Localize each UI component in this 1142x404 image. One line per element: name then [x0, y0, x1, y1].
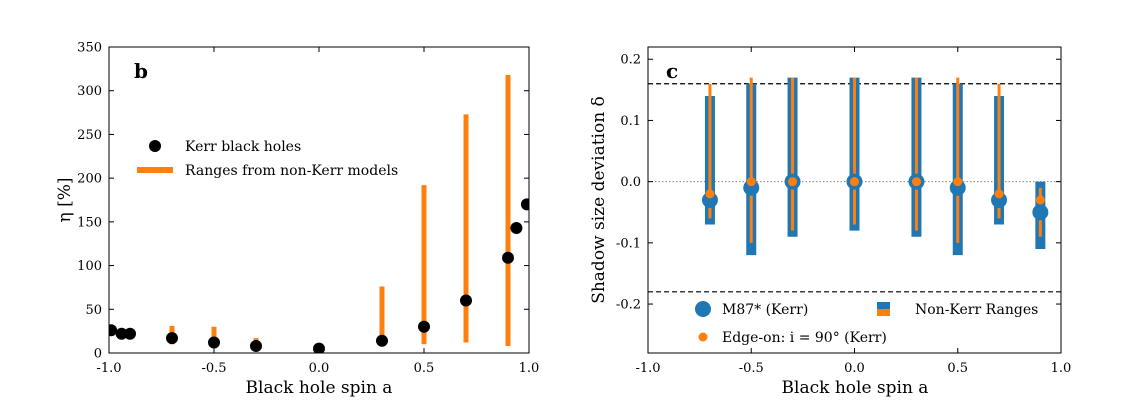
kerr-point [418, 320, 430, 333]
edgeon-point [788, 177, 798, 187]
kerr-point [520, 198, 529, 211]
edgeon-point [705, 189, 715, 199]
kerr-point [510, 221, 523, 234]
kerr-point [109, 324, 118, 337]
panel-b-ytick-label: 0 [94, 347, 102, 362]
panel-b: -1.0 -0.5 0.0 0.5 1.0 050100150200250300350 … [55, 41, 539, 399]
legend-nonkerr-label: Non-Kerr Ranges [915, 302, 1038, 318]
edgeon-point [953, 177, 963, 187]
panel-c-xtick-label: 0.5 [947, 361, 968, 376]
panel-c-xtick-label: 0.0 [844, 361, 865, 376]
panel-c-ytick-label: 0.1 [620, 114, 641, 129]
panel-b-y-ticks: 0 50 100 150 200 250 300 350 [77, 41, 529, 362]
panel-b-x-axis-label: Black hole spin a [246, 378, 393, 398]
panel-b-ytick-label: 300 [77, 84, 102, 99]
kerr-point [502, 251, 514, 264]
panel-c-x-axis-label: Black hole spin a [782, 378, 929, 398]
panel-b-y-axis-label: η [%] [55, 177, 75, 222]
m87-point [701, 192, 718, 208]
legend-m87-marker [695, 301, 711, 317]
panel-c-xtick-label: 1.0 [1051, 361, 1072, 376]
edgeon-point [850, 177, 859, 187]
panel-b-ytick-label: 150 [77, 215, 102, 230]
m87-point [743, 179, 760, 196]
panel-b-x-ticks: -1.0 -0.5 0.0 0.5 1.0 [96, 47, 539, 376]
legend-range-label: Ranges from non-Kerr models [185, 163, 398, 179]
panel-b-label: b [134, 59, 148, 83]
legend-kerr-marker [149, 140, 161, 152]
m87-point [1032, 204, 1049, 221]
panel-c-ytick-label: 0.2 [620, 53, 641, 68]
m87-point [949, 179, 966, 196]
kerr-point [313, 342, 325, 353]
panel-b-ytick-label: 250 [77, 128, 102, 143]
edgeon-point [911, 177, 921, 187]
panel-c-ytick-label: -0.2 [616, 298, 641, 313]
panel-b-marks [109, 74, 529, 353]
legend-nonkerr-blue-patch [877, 302, 890, 309]
kerr-point [460, 294, 472, 307]
panel-b-ytick-label: 350 [77, 41, 102, 56]
panel-c-x-ticks: -1.0 -0.5 0.0 0.5 1.0 [635, 47, 1071, 376]
panel-c: -1.0 -0.5 0.0 0.5 1.0 -0.2 -0.1 0.0 0.1 0.2 c Bl… [589, 46, 1071, 398]
legend-m87-label: M87* (Kerr) [722, 302, 808, 318]
m87-point [991, 192, 1008, 208]
panel-b-plot-area [109, 74, 529, 353]
panel-c-ytick-label: 0.0 [620, 175, 641, 190]
panel-b-ytick-label: 100 [77, 259, 102, 274]
edgeon-point [746, 177, 756, 187]
panel-c-legend: M87* (Kerr) Edge-on: i = 90° (Kerr) Non-… [695, 301, 1038, 346]
panel-b-ytick-label: 50 [85, 303, 102, 318]
legend-kerr-label: Kerr black holes [185, 139, 301, 155]
panel-b-xtick-label: -0.5 [201, 361, 226, 376]
panel-c-y-ticks: -0.2 -0.1 0.0 0.1 0.2 [616, 53, 1061, 313]
edgeon-point [1035, 195, 1045, 205]
panel-b-xtick-label: -1.0 [96, 361, 121, 376]
panel-c-xtick-label: -1.0 [635, 361, 660, 376]
panel-c-plot-area [648, 77, 1061, 293]
panel-c-ytick-label: -0.1 [616, 236, 641, 251]
panel-c-y-axis-label: Shadow size deviation δ [589, 96, 609, 304]
edgeon-point [994, 189, 1004, 199]
panel-b-xtick-label: 1.0 [519, 361, 540, 376]
panel-b-xtick-label: 0.0 [309, 361, 330, 376]
kerr-point [115, 327, 128, 340]
panel-c-marks [648, 77, 1061, 293]
panel-c-xtick-label: -0.5 [739, 361, 764, 376]
kerr-point [250, 340, 262, 353]
legend-edgeon-marker [698, 332, 708, 342]
legend-edgeon-label: Edge-on: i = 90° (Kerr) [722, 330, 887, 346]
kerr-point [124, 327, 136, 340]
panel-b-legend: Kerr black holes Ranges from non-Kerr mo… [137, 139, 398, 179]
kerr-point [166, 332, 178, 345]
kerr-point [376, 334, 388, 347]
panel-b-ytick-label: 200 [77, 172, 102, 187]
panel-c-label: c [666, 59, 678, 83]
kerr-point [208, 336, 220, 349]
panel-b-xtick-label: 0.5 [414, 361, 435, 376]
legend-nonkerr-orange-patch [877, 309, 890, 316]
